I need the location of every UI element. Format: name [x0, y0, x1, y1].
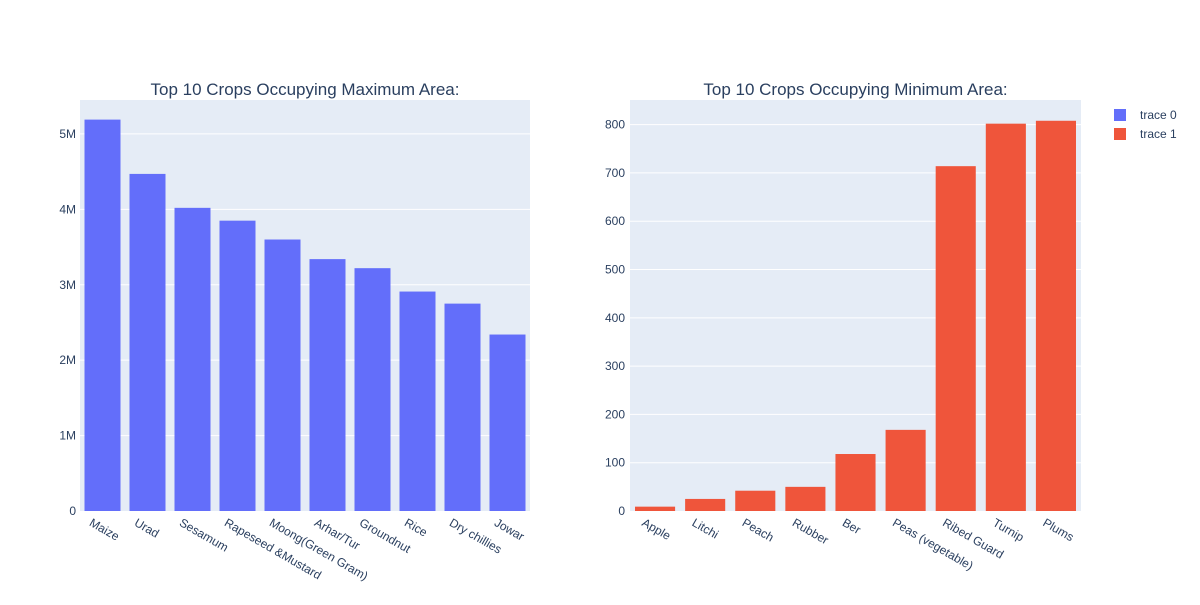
x-tick-label: Litchi [690, 515, 721, 541]
x-tick-label: Rice [402, 515, 430, 539]
bar-moong-green-gram[interactable] [264, 239, 301, 511]
legend-swatch[interactable] [1114, 128, 1126, 140]
y-tick-label: 400 [605, 311, 625, 325]
bar-arhar-tur[interactable] [309, 259, 346, 511]
chart-title: Top 10 Crops Occupying Minimum Area: [703, 80, 1007, 99]
bar-litchi[interactable] [685, 498, 726, 511]
bar-turnip[interactable] [985, 123, 1026, 511]
bar-sesamum[interactable] [174, 207, 211, 511]
x-tick-label: Sesamum [177, 515, 231, 554]
bar-maize[interactable] [84, 119, 121, 512]
x-tick-label: Peach [740, 515, 776, 544]
chart-title: Top 10 Crops Occupying Maximum Area: [151, 80, 460, 99]
y-tick-label: 2M [59, 353, 76, 367]
y-tick-label: 100 [605, 456, 625, 470]
bar-rapeseed-mustard[interactable] [219, 220, 256, 511]
legend: trace 0 trace 1 [1114, 108, 1177, 141]
legend-label[interactable]: trace 1 [1140, 127, 1177, 141]
bar-apple[interactable] [635, 506, 676, 511]
x-tick-label: Maize [87, 515, 122, 543]
bar-groundnut[interactable] [354, 268, 391, 511]
x-tick-label: Rubber [790, 515, 831, 547]
y-tick-label: 800 [605, 118, 625, 132]
y-tick-label: 0 [69, 504, 76, 518]
legend-swatch[interactable] [1114, 109, 1126, 121]
x-tick-label: Turnip [990, 515, 1026, 544]
bar-dry-chillies[interactable] [444, 303, 481, 511]
y-tick-label: 200 [605, 407, 625, 421]
y-tick-label: 1M [59, 429, 76, 443]
y-tick-label: 3M [59, 278, 76, 292]
y-tick-label: 300 [605, 359, 625, 373]
bar-plums[interactable] [1035, 120, 1076, 511]
bar-rice[interactable] [399, 291, 436, 511]
y-tick-label: 700 [605, 166, 625, 180]
x-tick-label: Ber [840, 515, 863, 536]
y-tick-label: 4M [59, 202, 76, 216]
bar-peach[interactable] [735, 490, 776, 511]
bar-ber[interactable] [835, 454, 876, 511]
x-tick-label: Plums [1040, 515, 1076, 544]
bar-peas-vegetable[interactable] [885, 429, 926, 511]
bar-ribed-guard[interactable] [935, 166, 976, 511]
x-tick-label: Apple [640, 515, 674, 543]
y-tick-label: 500 [605, 263, 625, 277]
bar-jowar[interactable] [489, 334, 526, 511]
x-tick-label: Urad [132, 515, 162, 540]
legend-label[interactable]: trace 0 [1140, 108, 1177, 122]
chart-panel-2: 0 100 200 300 400 500 600 700 800 Apple Litchi Peac… [605, 80, 1081, 573]
y-tick-label: 5M [59, 127, 76, 141]
y-tick-label: 600 [605, 214, 625, 228]
bar-urad[interactable] [129, 173, 166, 511]
y-tick-label: 0 [618, 504, 625, 518]
bar-rubber[interactable] [785, 486, 826, 511]
